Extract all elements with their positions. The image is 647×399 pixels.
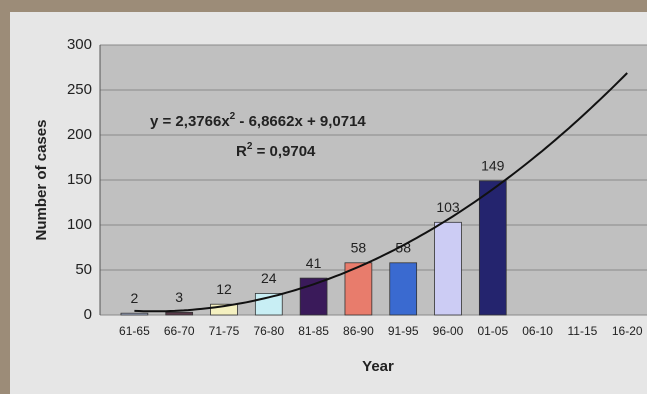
value-label: 3 bbox=[175, 289, 183, 305]
value-label: 58 bbox=[351, 240, 367, 256]
value-label: 12 bbox=[216, 281, 232, 297]
trend-r2: R2 = 0,9704 bbox=[236, 141, 316, 160]
bar bbox=[210, 303, 238, 316]
x-axis-label: Year bbox=[362, 358, 394, 375]
x-tick-label: 11-15 bbox=[567, 324, 597, 338]
x-tick-label: 01-05 bbox=[477, 324, 508, 338]
y-axis-label: Number of cases bbox=[33, 120, 50, 241]
bar bbox=[120, 312, 149, 316]
trend-equation: y = 2,3766x2 - 6,8662x + 9,0714 bbox=[150, 111, 366, 130]
y-tick-label: 50 bbox=[75, 261, 92, 278]
x-tick-label: 86-90 bbox=[343, 324, 374, 338]
r2-sup: 2 bbox=[247, 141, 253, 152]
x-tick-label: 61-65 bbox=[119, 324, 150, 338]
bar bbox=[165, 311, 194, 316]
bar bbox=[434, 221, 462, 316]
y-tick-label: 150 bbox=[67, 171, 92, 188]
bar bbox=[478, 180, 507, 316]
r2-part: = 0,9704 bbox=[252, 143, 316, 160]
value-label: 103 bbox=[436, 199, 460, 215]
eq-part: y = 2,3766x bbox=[150, 113, 230, 130]
bar bbox=[389, 262, 418, 316]
x-tick-label: 16-20 bbox=[612, 324, 643, 338]
value-label: 2 bbox=[131, 290, 139, 306]
eq-part: - 6,8662x + 9,0714 bbox=[235, 113, 366, 130]
y-tick-label: 250 bbox=[67, 81, 92, 98]
x-tick-label: 81-85 bbox=[298, 324, 329, 338]
eq-sup: 2 bbox=[230, 111, 236, 122]
value-label: 149 bbox=[481, 158, 505, 174]
y-tick-label: 300 bbox=[67, 36, 92, 53]
value-label: 41 bbox=[306, 255, 322, 271]
x-tick-label: 66-70 bbox=[164, 324, 195, 338]
y-tick-label: 100 bbox=[67, 216, 92, 233]
trendline bbox=[134, 72, 628, 313]
x-tick-label: 91-95 bbox=[388, 324, 419, 338]
r2-part: R bbox=[236, 143, 247, 160]
x-tick-label: 76-80 bbox=[253, 324, 284, 338]
value-label: 24 bbox=[261, 270, 277, 286]
x-tick-label: 06-10 bbox=[522, 324, 553, 338]
x-tick-label: 71-75 bbox=[209, 324, 240, 338]
y-tick-label: 0 bbox=[84, 306, 92, 323]
plot: 0 50 100 150 200 250 300 61-65 2 66-70 3 71-75 12 76-… bbox=[67, 36, 647, 338]
x-tick-label: 96-00 bbox=[433, 324, 464, 338]
y-tick-label: 200 bbox=[67, 126, 92, 143]
